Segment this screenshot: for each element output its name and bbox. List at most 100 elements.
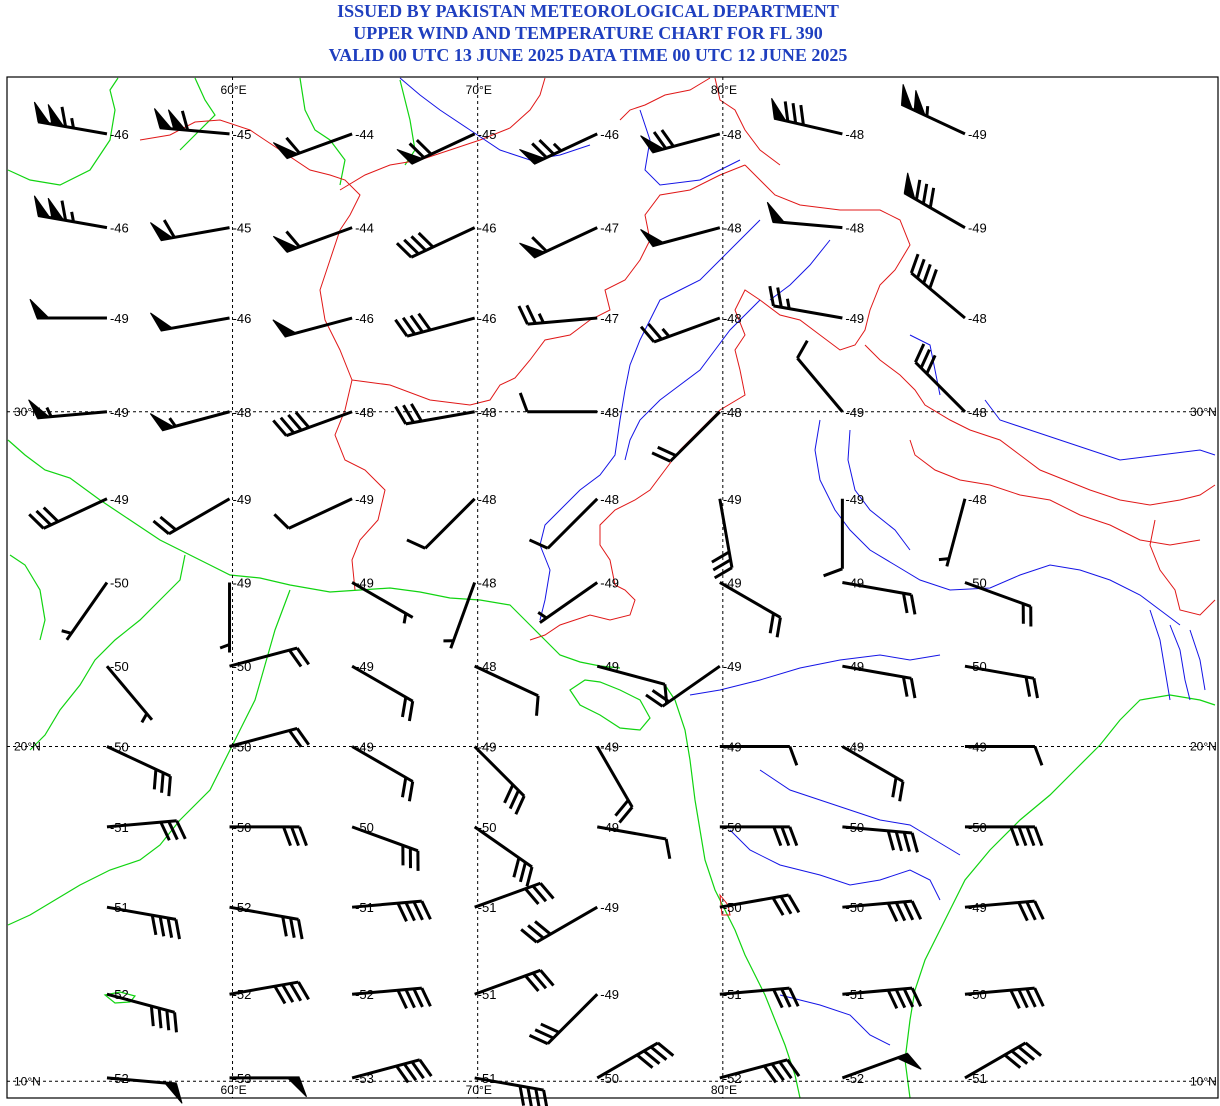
wind-barb-r3-c0-half-feather: [45, 406, 53, 418]
wind-barb-r6-c2-shaft: [351, 664, 414, 703]
temperature-label-r8-c0: -51: [110, 820, 129, 835]
wind-barb-r9-c1-feather: [296, 919, 304, 940]
wind-barb-r8-c1: [229, 825, 308, 847]
temperature-label-r3-c6: -49: [845, 405, 864, 420]
wind-barb-r1-c3-feather: [417, 231, 435, 249]
wind-barb-r0-c3: [396, 132, 476, 165]
wind-barb-r8-c2-shaft: [351, 825, 419, 853]
wind-barb-r0-c0-feather: [60, 106, 68, 127]
wind-barb-r5-c0-half-feather: [61, 629, 72, 635]
wind-barb-r4-c0-feather: [35, 509, 52, 527]
wind-barb-r6-c0-half-feather: [140, 712, 149, 724]
wind-barb-r11-c2: [351, 1058, 433, 1084]
wind-barb-r9-c5: [719, 893, 801, 916]
wind-barb-r6-c5-shaft: [661, 664, 721, 708]
wind-barb-r7-c3-feather: [508, 789, 520, 810]
wind-barb-r0-c3-pennant: [396, 148, 424, 165]
coastline-island: [103, 991, 137, 1004]
wind-barb-r6-c5-feather: [645, 693, 664, 708]
wind-barb-r1-c0-pennant: [33, 195, 51, 219]
temperature-label-r11-c2: -53: [355, 1071, 374, 1086]
wind-barb-r10-c1-feather: [281, 984, 295, 1003]
temperature-label-r6-c2: -49: [355, 659, 374, 674]
wind-barb-r3-c5-feather: [657, 445, 677, 457]
temperature-label-r0-c0: -46: [110, 127, 129, 142]
river-ganga: [814, 419, 1181, 626]
wind-barb-r11-c4-feather: [636, 1053, 654, 1069]
wind-barb-r0-c6-feather: [783, 101, 790, 122]
wind-barb-r7-c4-feather: [614, 799, 630, 817]
lon-label-bottom-70: 70°E: [466, 1083, 492, 1097]
wind-barb-r7-c3-feather: [503, 784, 515, 804]
lon-label-top-80: 80°E: [711, 83, 737, 97]
wind-barb-r9-c6-feather: [886, 902, 899, 922]
wind-barb-r4-c3-feather: [406, 538, 426, 550]
wind-barb-r10-c5: [719, 986, 800, 1009]
border-afghan-south: [351, 164, 746, 406]
wind-barb-r7-c0-shaft: [106, 745, 172, 778]
temperature-label-r2-c3: -46: [478, 311, 497, 326]
wind-barb-r0-c5-pennant: [640, 135, 666, 153]
temperature-label-r1-c4: -47: [600, 221, 619, 236]
wind-barb-r5-c6: [842, 581, 917, 615]
wind-barb-r10-c4-feather: [540, 1022, 560, 1034]
wind-barb-r9-c2-feather: [420, 900, 432, 920]
wind-barb-r9-c1: [229, 905, 304, 940]
temperature-label-r6-c1: -50: [233, 659, 252, 674]
wind-barb-r0-c4-feather: [538, 139, 555, 156]
wind-barb-r4-c7-shaft: [945, 498, 967, 567]
wind-barb-r11-c5-feather: [763, 1065, 778, 1084]
wind-barb-r8-c6-feather: [910, 832, 919, 853]
wind-barb-r10-c3-shaft: [474, 968, 541, 996]
temperature-label-r0-c2: -44: [355, 127, 374, 142]
coastline-india-east: [904, 694, 1216, 1099]
lon-label-bottom-80: 80°E: [711, 1083, 737, 1097]
wind-barb-r6-c2: [351, 664, 415, 722]
wind-barb-r7-c2-shaft: [351, 745, 414, 783]
river-krishna: [729, 829, 941, 901]
wind-barb-r5-c0: [61, 581, 109, 641]
temperature-label-r1-c3: -46: [478, 221, 497, 236]
temperature-label-r4-c4: -48: [600, 492, 619, 507]
wind-barb-r3-c3-feather: [410, 403, 423, 422]
wind-barb-r10-c2-feather: [412, 988, 424, 1008]
wind-barb-r10-c2: [351, 986, 432, 1009]
temperature-label-r0-c7: -49: [968, 127, 987, 142]
wind-barb-r0-c4-feather: [531, 142, 548, 159]
temperature-label-r11-c6: -52: [845, 1071, 864, 1086]
wind-barb-r7-c6-feather: [898, 781, 905, 802]
wind-barb-r9-c2-feather: [396, 902, 408, 922]
wind-barb-r3-c0-pennant: [28, 399, 51, 419]
wind-barb-r5-c3: [443, 581, 477, 649]
temperature-label-r1-c6: -48: [845, 221, 864, 236]
wind-barb-r10-c0-feather: [173, 1012, 178, 1033]
wind-barb-r11-c4-shaft: [596, 1041, 659, 1080]
coastline-oman: [29, 554, 186, 751]
river-hill: [909, 334, 941, 396]
wind-barb-r7-c5: [719, 745, 799, 766]
temperature-label-r5-c7: -50: [968, 575, 987, 590]
wind-barb-r4-c4-shaft: [546, 497, 599, 550]
wind-barb-r7-c2: [351, 745, 415, 802]
wind-barb-r9-c3-feather: [531, 885, 548, 903]
wind-barb-r3-c7-shaft: [914, 361, 967, 413]
temperature-label-r7-c4: -49: [600, 740, 619, 755]
wind-barb-r8-c7-feather: [1025, 826, 1036, 847]
wind-barb-r10-c0-feather: [149, 1005, 155, 1027]
wind-barb-r5-c2: [351, 581, 414, 624]
wind-barb-r8-c6-feather: [894, 831, 903, 852]
wind-barb-r2-c0: [29, 298, 107, 320]
temperature-label-r4-c3: -48: [478, 492, 497, 507]
wind-barb-r0-c4-pennant: [519, 148, 546, 165]
wind-barb-r6-c7-feather: [1024, 676, 1032, 697]
wind-barb-r1-c7-pennant: [903, 172, 916, 200]
wind-barb-r11-c1: [229, 1076, 307, 1098]
temperature-labels-layer: -46 -45 -44 -45 -46 -48 -48 -49 -46 -45 -44 -46 -47 -…: [110, 127, 987, 1086]
wind-barb-r6-c4-shaft: [596, 664, 666, 686]
wind-barb-r6-c6-feather: [909, 678, 917, 699]
wind-barb-r2-c7-feather: [922, 263, 932, 284]
wind-barb-r7-c6-feather: [891, 777, 898, 798]
border-iran-north: [139, 119, 361, 231]
wind-barb-r2-c1-pennant: [150, 312, 174, 331]
wind-barb-r9-c1-shaft: [229, 905, 299, 921]
